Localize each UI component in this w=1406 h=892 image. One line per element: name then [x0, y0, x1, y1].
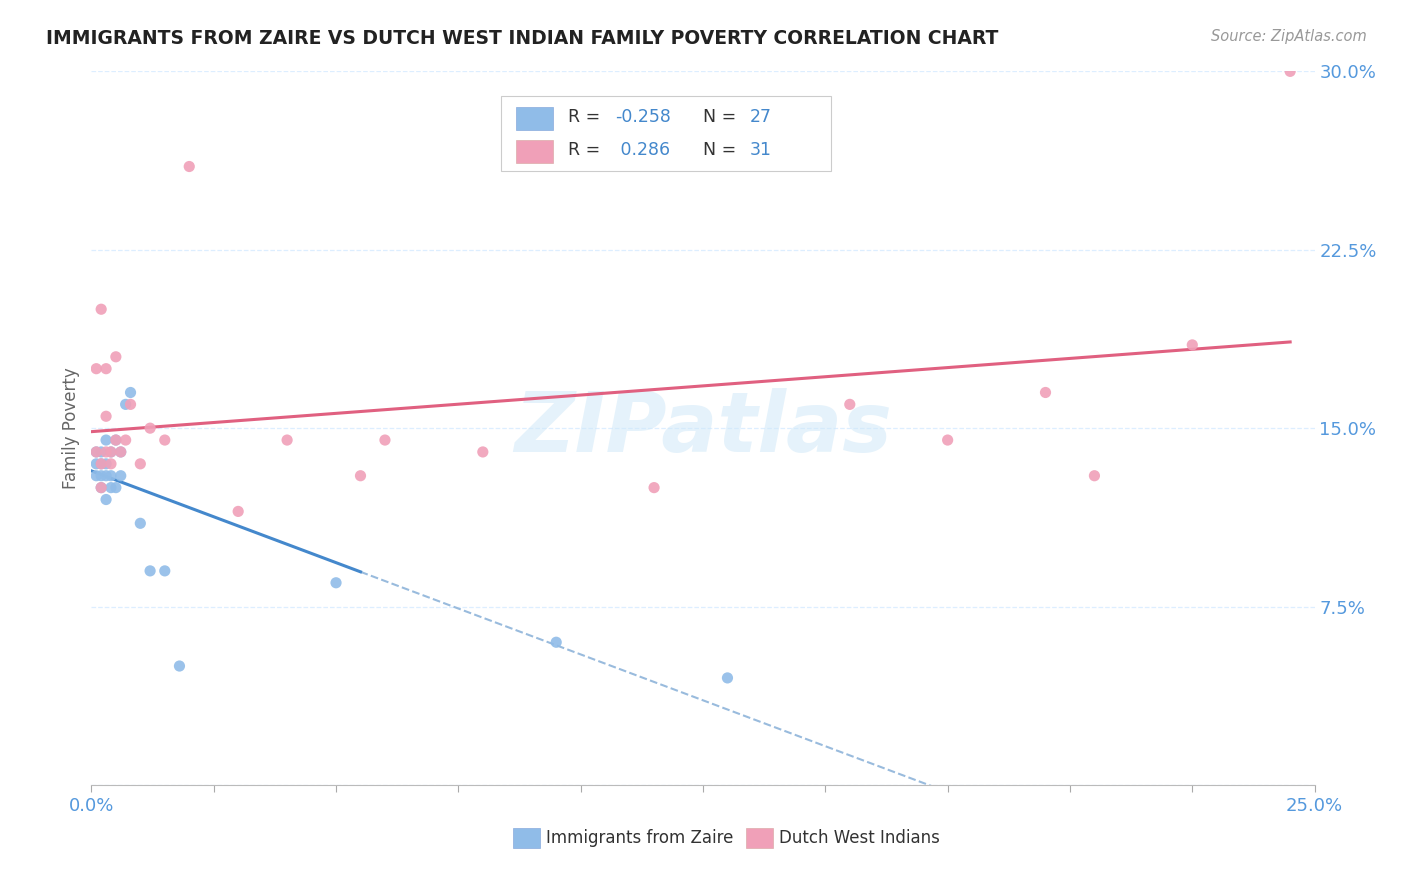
Bar [516, 107, 553, 130]
Point [129, 457, 152, 471]
Point [104, 433, 127, 447]
Point [84, 457, 107, 471]
Point [110, 445, 132, 459]
FancyBboxPatch shape [501, 96, 831, 171]
Point [716, 671, 738, 685]
Bar [745, 829, 773, 848]
Point [90, 445, 112, 459]
Point [94, 445, 117, 459]
Text: N =: N = [703, 141, 742, 160]
Point [114, 433, 136, 447]
Point [84, 445, 107, 459]
Point [129, 516, 152, 531]
Point [84, 361, 107, 376]
Text: R =: R = [568, 108, 606, 127]
Point [90, 457, 112, 471]
Point [153, 564, 176, 578]
Point [100, 457, 122, 471]
Point [90, 468, 112, 483]
Point [100, 468, 122, 483]
Text: 0.286: 0.286 [614, 141, 671, 160]
Point [349, 468, 371, 483]
Point [100, 481, 122, 495]
Point [90, 481, 112, 495]
Text: IMMIGRANTS FROM ZAIRE VS DUTCH WEST INDIAN FAMILY POVERTY CORRELATION CHART: IMMIGRANTS FROM ZAIRE VS DUTCH WEST INDI… [46, 29, 998, 47]
Bar [513, 829, 540, 848]
Point [226, 504, 249, 518]
Point [104, 481, 127, 495]
Point [120, 385, 142, 400]
Point [1279, 64, 1302, 78]
Point [110, 445, 132, 459]
Point [139, 564, 162, 578]
Point [1035, 385, 1057, 400]
Point [94, 492, 117, 507]
Point [139, 421, 162, 435]
Y-axis label: Family Poverty: Family Poverty [62, 368, 80, 489]
Point [471, 445, 494, 459]
Text: R =: R = [568, 141, 606, 160]
Point [179, 160, 201, 174]
Text: Dutch West Indians: Dutch West Indians [779, 830, 939, 847]
Text: 27: 27 [749, 108, 772, 127]
Point [94, 361, 117, 376]
Point [374, 433, 396, 447]
Point [325, 575, 347, 590]
Point [94, 468, 117, 483]
Text: N =: N = [703, 108, 742, 127]
Point [100, 445, 122, 459]
Point [1083, 468, 1105, 483]
Text: -0.258: -0.258 [614, 108, 671, 127]
Point [94, 433, 117, 447]
Text: Immigrants from Zaire: Immigrants from Zaire [547, 830, 734, 847]
Point [104, 433, 127, 447]
Point [100, 445, 122, 459]
Bar [516, 139, 553, 163]
Point [546, 635, 568, 649]
Point [169, 659, 191, 673]
Point [936, 433, 959, 447]
Point [90, 457, 112, 471]
Point [84, 445, 107, 459]
Point [120, 397, 142, 411]
Text: ZIPatlas: ZIPatlas [515, 388, 891, 468]
Point [153, 433, 176, 447]
Text: Source: ZipAtlas.com: Source: ZipAtlas.com [1211, 29, 1367, 44]
Point [90, 302, 112, 317]
Point [1181, 338, 1204, 352]
Point [94, 457, 117, 471]
Point [110, 468, 132, 483]
Point [276, 433, 298, 447]
Point [838, 397, 860, 411]
Point [94, 409, 117, 424]
Text: 31: 31 [749, 141, 772, 160]
Point [643, 481, 665, 495]
Point [104, 350, 127, 364]
Point [84, 468, 107, 483]
Point [90, 481, 112, 495]
Point [114, 397, 136, 411]
